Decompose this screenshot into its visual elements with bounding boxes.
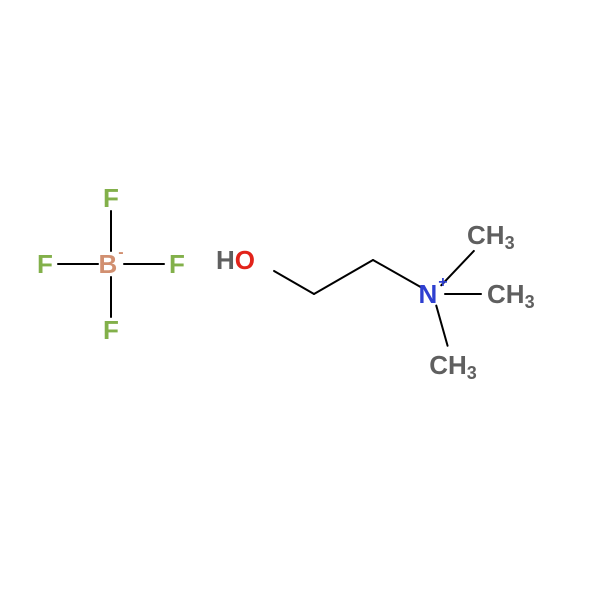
chemical-structure-canvas: F F F F B- HO N+ CH3 CH3 CH3: [0, 0, 592, 589]
methyl-label: CH3: [487, 279, 535, 312]
fluorine-atom: F: [103, 183, 119, 213]
structure-svg: F F F F B- HO N+ CH3 CH3 CH3: [0, 0, 592, 589]
hydroxyl-label: HO: [216, 245, 255, 275]
methyl-label: CH3: [467, 220, 515, 253]
nitrogen-atom: N+: [418, 274, 447, 310]
fluorine-atom: F: [37, 249, 53, 279]
methyl-label: CH3: [429, 350, 477, 383]
boron-atom: B-: [98, 244, 123, 280]
fluorine-atom: F: [103, 315, 119, 345]
fluorine-atom: F: [169, 249, 185, 279]
